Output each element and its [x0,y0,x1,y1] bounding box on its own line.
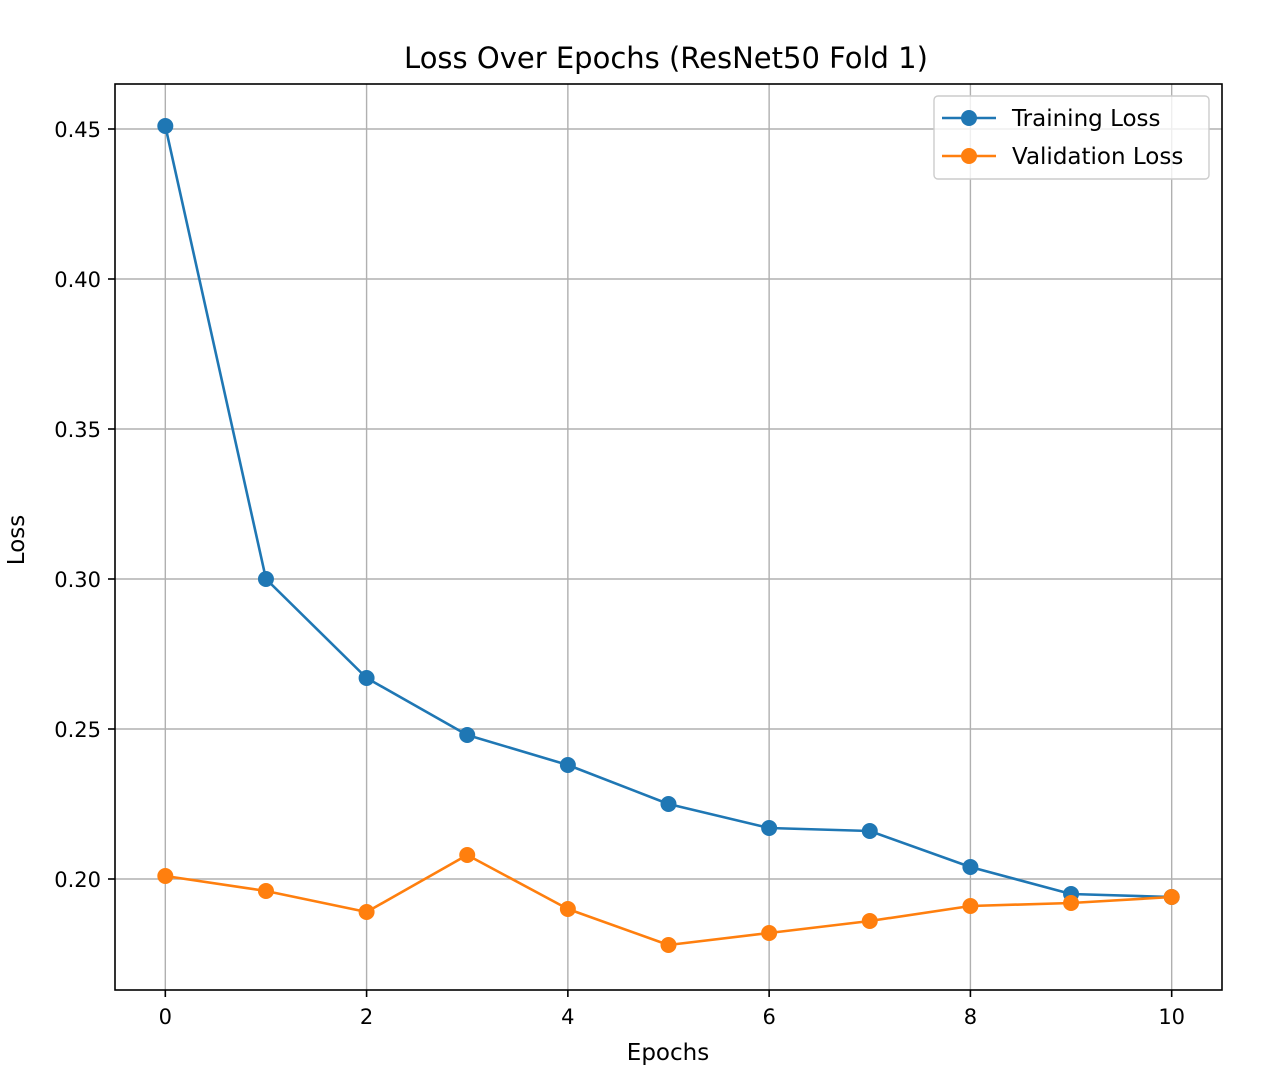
data-point-1 [559,901,576,917]
y-tick-label: 0.40 [54,268,101,292]
y-axis-label: Loss [4,515,30,565]
data-point-0 [962,859,979,875]
x-tick-label: 4 [561,1005,574,1029]
data-point-0 [660,796,677,812]
data-point-1 [157,868,174,884]
data-point-1 [257,883,274,899]
grid-lines [115,84,1222,990]
legend-marker-validation [961,148,977,164]
legend-label-validation: Validation Loss [1012,144,1183,170]
y-tick-label: 0.20 [54,868,101,892]
data-point-1 [761,925,778,941]
x-tick-label: 8 [964,1005,977,1029]
y-tick-label: 0.25 [54,718,101,742]
y-tick-label: 0.35 [54,418,101,442]
data-point-0 [861,823,878,839]
data-point-0 [257,571,274,587]
plot-frame [114,83,1223,991]
series-line-1 [165,853,1172,947]
data-point-0 [358,670,375,686]
data-point-0 [157,118,174,134]
data-point-1 [1063,895,1080,911]
x-tick-label: 2 [360,1005,373,1029]
series-layer [157,118,1180,953]
data-point-1 [861,913,878,929]
data-point-0 [559,757,576,773]
data-point-1 [459,847,476,863]
legend-marker-training [961,110,977,126]
y-tick-label: 0.45 [54,118,101,142]
x-axis-ticks: 0 2 4 6 8 10 [159,990,1185,1029]
data-point-1 [962,898,979,914]
x-tick-label: 10 [1158,1005,1185,1029]
data-point-0 [459,727,476,743]
legend: Training Loss Validation Loss [933,95,1210,180]
x-tick-label: 6 [762,1005,775,1029]
legend-label-training: Training Loss [1011,106,1161,132]
data-point-1 [358,904,375,920]
data-point-1 [1163,889,1180,905]
x-axis-label: Epochs [627,1040,709,1066]
series-line-0 [164,125,1172,899]
chart-title: Loss Over Epochs (ResNet50 Fold 1) [404,41,928,75]
data-point-0 [761,820,778,836]
y-axis-ticks: 0.20 0.25 0.30 0.35 0.40 0.45 [54,118,115,892]
legend-box [933,95,1210,180]
x-tick-label: 0 [159,1005,172,1029]
data-point-1 [660,937,677,953]
y-tick-label: 0.30 [54,568,101,592]
